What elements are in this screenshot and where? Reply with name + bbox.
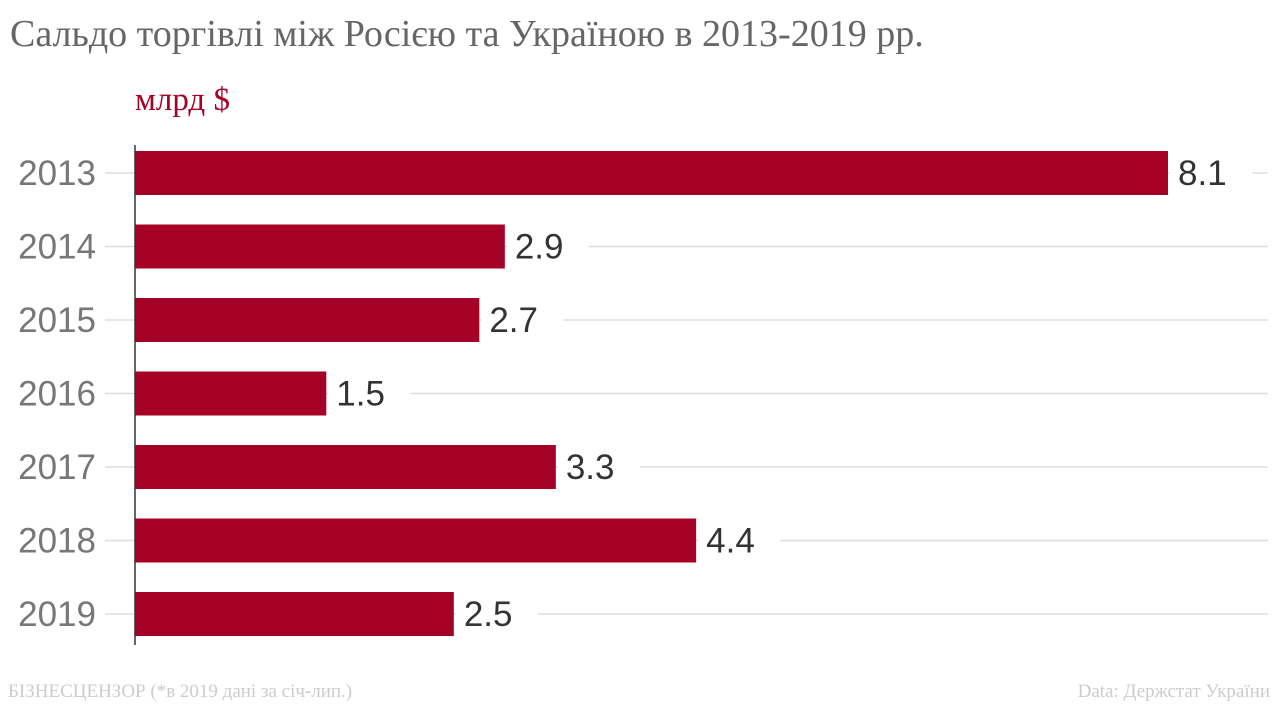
bar xyxy=(135,592,454,636)
footer-data-credit: Data: Держстат України xyxy=(1077,681,1270,702)
data-label-background xyxy=(328,373,411,414)
data-label-background xyxy=(698,520,781,561)
bar xyxy=(135,445,556,489)
data-label-background xyxy=(455,594,538,634)
data-label: 2.5 xyxy=(464,595,513,634)
data-label-background xyxy=(557,447,640,487)
data-label: 2.9 xyxy=(515,228,564,267)
y-tick-label: 2017 xyxy=(18,448,96,487)
unit-label: млрд $ xyxy=(135,82,230,118)
y-tick-label: 2013 xyxy=(18,154,96,193)
y-tick-label: 2019 xyxy=(18,595,96,634)
bar xyxy=(135,151,1168,195)
bar xyxy=(135,371,327,416)
footer-source-note: БІЗНЕСЦЕНЗОР (*в 2019 дані за січ-лип.) xyxy=(8,681,353,702)
data-label: 2.7 xyxy=(489,301,538,340)
data-label: 8.1 xyxy=(1178,154,1227,193)
y-tick-label: 2015 xyxy=(18,301,96,340)
data-label: 1.5 xyxy=(336,375,385,414)
chart-title: Сальдо торгівлі між Росією та Україною в… xyxy=(10,13,924,55)
bar xyxy=(135,224,505,269)
y-tick-label: 2016 xyxy=(18,375,96,414)
bar xyxy=(135,298,480,342)
y-tick-label: 2018 xyxy=(18,522,96,561)
data-label-background xyxy=(481,300,564,340)
bar xyxy=(135,518,697,563)
data-label-background xyxy=(1170,153,1252,193)
data-label-background xyxy=(506,226,589,267)
data-label: 3.3 xyxy=(566,448,615,487)
y-tick-label: 2014 xyxy=(18,228,96,267)
data-label: 4.4 xyxy=(706,522,755,561)
